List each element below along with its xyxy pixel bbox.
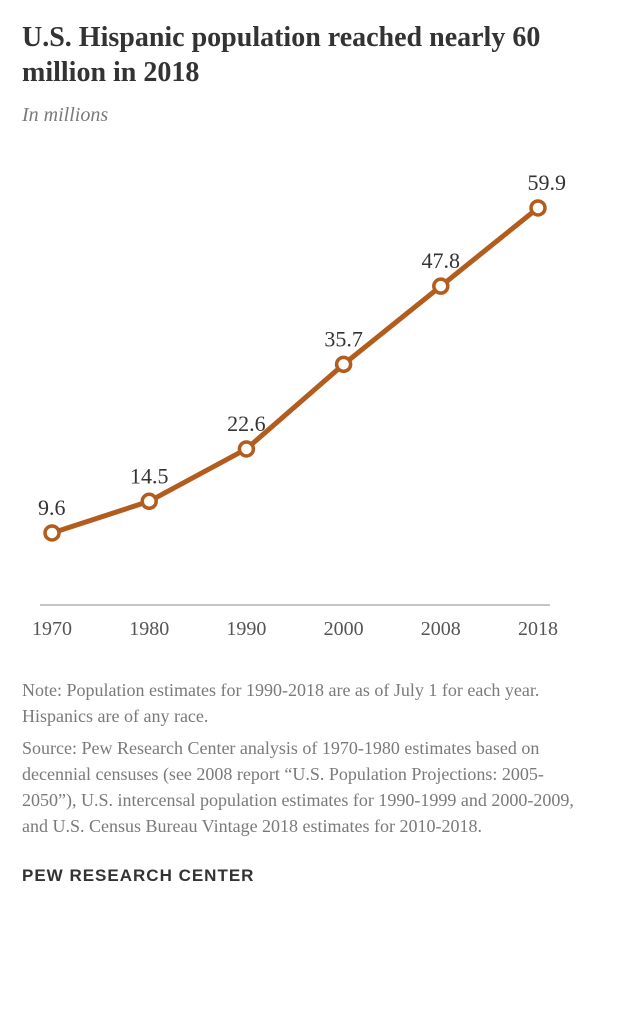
svg-text:1980: 1980: [129, 618, 169, 640]
svg-text:1970: 1970: [32, 618, 72, 640]
svg-text:2018: 2018: [518, 618, 558, 640]
svg-text:9.6: 9.6: [38, 495, 66, 520]
chart-source: Source: Pew Research Center analysis of …: [22, 735, 598, 839]
chart-title: U.S. Hispanic population reached nearly …: [22, 20, 598, 90]
svg-text:14.5: 14.5: [130, 463, 169, 488]
chart-subtitle: In millions: [22, 104, 598, 127]
line-chart: 9.6 14.5 22.6 35.7 47.8 59.9 1970 1980 1990 2000 2…: [22, 145, 598, 655]
chart-svg: 9.6 14.5 22.6 35.7 47.8 59.9 1970 1980 1990 2000 2…: [22, 145, 598, 655]
svg-text:35.7: 35.7: [324, 326, 363, 351]
svg-text:1990: 1990: [226, 618, 266, 640]
svg-text:47.8: 47.8: [422, 248, 461, 273]
chart-note: Note: Population estimates for 1990-2018…: [22, 677, 598, 729]
svg-text:2000: 2000: [324, 618, 364, 640]
attribution: PEW RESEARCH CENTER: [22, 866, 598, 886]
svg-text:59.9: 59.9: [528, 170, 567, 195]
svg-text:22.6: 22.6: [227, 411, 266, 436]
svg-text:2008: 2008: [421, 618, 461, 640]
